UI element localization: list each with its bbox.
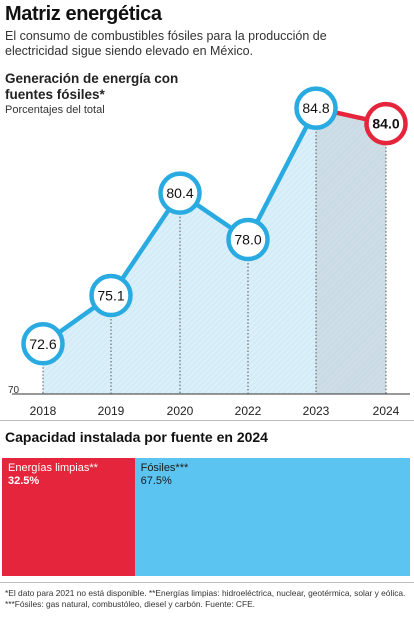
bar-segment-fossil: Fósiles*** 67.5% xyxy=(134,458,410,576)
page-title: Matriz energética xyxy=(5,3,162,25)
x-tick-label: 2018 xyxy=(30,404,57,418)
x-tick-label: 2019 xyxy=(98,404,125,418)
page-subtitle: El consumo de combustibles fósiles para … xyxy=(5,29,327,58)
stacked-bar: Energías limpias** 32.5% Fósiles*** 67.5… xyxy=(2,458,410,576)
data-label: 84.0 xyxy=(372,116,399,132)
data-point xyxy=(226,217,270,262)
divider xyxy=(0,582,414,583)
series-line-segment xyxy=(246,107,318,241)
data-label: 80.4 xyxy=(166,185,193,201)
data-label: 84.8 xyxy=(302,100,329,116)
chart-area-last-segment xyxy=(316,108,386,395)
segment-value-fossil: 67.5% xyxy=(140,475,172,487)
segment-label-clean: Energías limpias** xyxy=(8,462,98,474)
chart-title: Generación de energía con fuentes fósile… xyxy=(5,71,179,102)
section-title: Capacidad instalada por fuente en 2024 xyxy=(5,429,268,445)
chart-unit-label: Porcentajes del total xyxy=(5,104,105,116)
data-point xyxy=(364,101,408,146)
x-tick-label: 2022 xyxy=(235,404,262,418)
data-label: 72.6 xyxy=(29,336,56,352)
data-point xyxy=(294,86,338,130)
data-point xyxy=(21,322,65,366)
divider xyxy=(0,420,414,421)
chart-area-hatch xyxy=(43,108,386,395)
line-chart: 72.6 75.1 80.4 78.0 84.8 84.0 70 2018 2019 2020 20… xyxy=(8,86,410,418)
segment-value-clean: 32.5% xyxy=(8,475,40,487)
segment-label-fossil: Fósiles*** xyxy=(140,462,189,474)
x-tick-label: 2020 xyxy=(167,404,194,418)
data-label: 75.1 xyxy=(97,288,124,304)
y-tick-label: 70 xyxy=(8,385,20,396)
data-point xyxy=(89,273,133,318)
bar-segment-clean: Energías limpias** 32.5% xyxy=(2,458,135,576)
data-point xyxy=(158,171,202,215)
footnote: *El dato para 2021 no está disponible. *… xyxy=(5,588,406,609)
x-tick-label: 2024 xyxy=(373,404,400,418)
data-label: 78.0 xyxy=(234,232,261,248)
x-tick-label: 2023 xyxy=(303,404,330,418)
